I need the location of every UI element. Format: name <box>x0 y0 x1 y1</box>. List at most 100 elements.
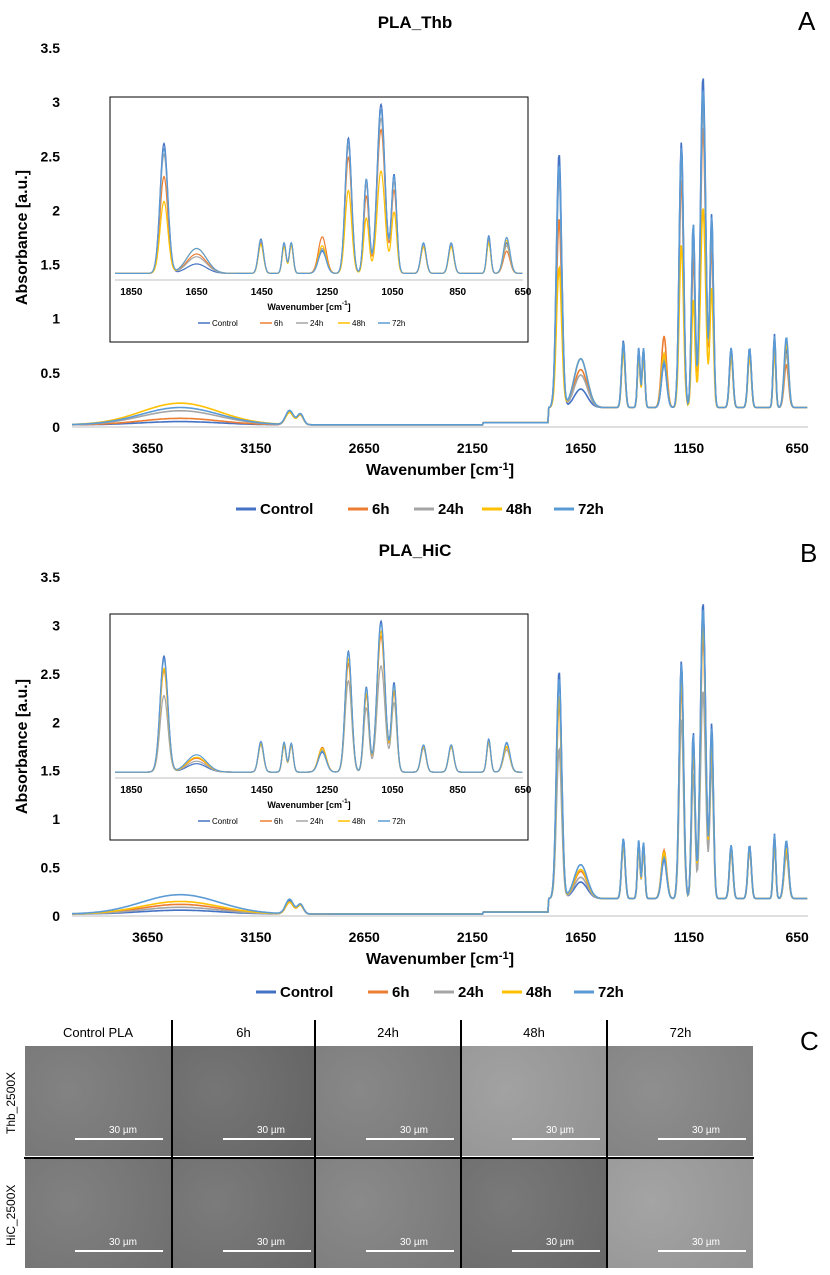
sem-image-tile: 30 µm <box>462 1046 606 1156</box>
y-tick-label: 1 <box>52 811 60 827</box>
scale-bar <box>223 1138 311 1140</box>
inset-x-tick-label: 1650 <box>185 287 208 298</box>
inset-x-tick-label: 1250 <box>316 287 339 298</box>
sem-row-label: HiC_2500X <box>4 1184 18 1246</box>
panel-letter-c: C <box>800 1026 819 1056</box>
chart-pla-hic: PLA_HiC 0 0.5 1 1.5 2 2.5 3 3.5 3650 3150 2650 2150 1… <box>14 541 809 1001</box>
inset-x-tick-label: 1850 <box>120 287 143 298</box>
inset-legend-label: 48h <box>352 817 365 826</box>
inset-legend-label: 72h <box>392 319 405 328</box>
sem-image-tile: 30 µm <box>173 1046 314 1156</box>
sem-image-tile: 30 µm <box>608 1046 753 1156</box>
y-tick-label: 0.5 <box>41 860 61 876</box>
y-tick-label: 2 <box>52 714 60 730</box>
x-tick-label: 650 <box>785 440 809 456</box>
scale-bar <box>366 1250 454 1252</box>
y-axis-title: Absorbance [a.u.] <box>14 679 31 814</box>
panel-letter-b: B <box>800 538 818 568</box>
y-tick-label: 0.5 <box>41 365 61 381</box>
inset-x-tick-label: 1850 <box>120 785 143 796</box>
legend-label-24h: 24h <box>458 984 484 1001</box>
inset-x-tick-label: 650 <box>515 785 532 796</box>
y-tick-label: 3.5 <box>41 40 61 56</box>
x-tick-label: 2650 <box>349 440 380 456</box>
inset-legend-label: 6h <box>274 817 283 826</box>
y-axis-title: Absorbance [a.u.] <box>14 170 31 305</box>
x-tick-label: 3150 <box>240 929 271 945</box>
legend-label-control: Control <box>280 984 333 1001</box>
series-line-72h <box>71 609 808 915</box>
panel-a: A PLA_Thb 0 0.5 1 1.5 2 2.5 3 3.5 3650 3150 2650 215… <box>0 0 830 520</box>
inset-legend-label: 24h <box>310 319 323 328</box>
inset-x-tick-label: 1050 <box>381 785 404 796</box>
scale-bar <box>658 1138 746 1140</box>
inset-legend-label: Control <box>212 319 238 328</box>
scale-bar-label: 30 µm <box>257 1237 285 1248</box>
scale-bar-label: 30 µm <box>546 1125 574 1136</box>
sem-column-header: 48h <box>523 1025 545 1040</box>
sem-row-label: Thb_2500X <box>4 1071 18 1134</box>
x-tick-label: 3650 <box>132 929 163 945</box>
inset-x-axis-title: Wavenumber [cm-1] <box>267 300 350 312</box>
series-line-72h <box>71 90 808 426</box>
inset-legend-label: 72h <box>392 817 405 826</box>
sem-image-tile: 30 µm <box>25 1158 171 1268</box>
legend-label-6h: 6h <box>372 501 390 518</box>
legend-label-48h: 48h <box>506 501 532 518</box>
grid-divider <box>171 1020 173 1268</box>
panel-letter-a: A <box>798 6 816 36</box>
sem-image-tile: 30 µm <box>462 1158 606 1268</box>
inset-legend-label: 24h <box>310 817 323 826</box>
inset-x-tick-label: 1050 <box>381 287 404 298</box>
sem-column-header: 6h <box>236 1025 251 1040</box>
y-tick-label: 2.5 <box>41 148 61 164</box>
chart-title: PLA_HiC <box>379 541 452 560</box>
sem-image-grid: Control PLA 6h 24h 48h 72h Thb_2500X 30 µm 30 µ… <box>4 1020 754 1268</box>
y-tick-label: 3.5 <box>41 569 61 585</box>
legend-label-24h: 24h <box>438 501 464 518</box>
y-tick-label: 1.5 <box>41 257 61 273</box>
scale-bar-label: 30 µm <box>400 1237 428 1248</box>
chart-pla-thb: PLA_Thb 0 0.5 1 1.5 2 2.5 3 3.5 3650 3150 2650 2150 1… <box>14 13 809 518</box>
inset-series-line-72h <box>115 622 523 773</box>
scale-bar <box>658 1250 746 1252</box>
inset-x-tick-label: 850 <box>449 287 466 298</box>
y-tick-label: 3 <box>52 94 60 110</box>
inset-frame <box>109 96 529 343</box>
inset-frame <box>109 613 529 841</box>
sem-image-tile: 30 µm <box>173 1158 314 1268</box>
x-tick-label: 1650 <box>565 929 596 945</box>
scale-bar-label: 30 µm <box>692 1125 720 1136</box>
y-tick-label: 2 <box>52 202 60 218</box>
x-tick-label: 650 <box>785 929 809 945</box>
scale-bar <box>512 1138 600 1140</box>
scale-bar-label: 30 µm <box>257 1125 285 1136</box>
y-tick-label: 1.5 <box>41 763 61 779</box>
legend-label-6h: 6h <box>392 984 410 1001</box>
inset-legend-label: 48h <box>352 319 365 328</box>
legend-label-72h: 72h <box>598 984 624 1001</box>
y-tick-label: 0 <box>52 908 60 924</box>
inset-x-tick-label: 1450 <box>251 287 274 298</box>
y-tick-label: 1 <box>52 311 60 327</box>
sem-image-tile: 30 µm <box>25 1046 171 1156</box>
scale-bar-label: 30 µm <box>400 1125 428 1136</box>
scale-bar <box>223 1250 311 1252</box>
sem-column-header: 24h <box>377 1025 399 1040</box>
scale-bar-label: 30 µm <box>546 1237 574 1248</box>
x-tick-label: 3650 <box>132 440 163 456</box>
inset-x-tick-label: 1650 <box>185 785 208 796</box>
inset-legend-label: 6h <box>274 319 283 328</box>
scale-bar-label: 30 µm <box>109 1125 137 1136</box>
sem-image-tile: 30 µm <box>608 1158 753 1268</box>
grid-divider <box>24 1157 754 1159</box>
x-tick-label: 1150 <box>674 440 705 456</box>
grid-divider <box>460 1020 462 1268</box>
y-tick-label: 0 <box>52 419 60 435</box>
sem-image-tile: 30 µm <box>316 1158 460 1268</box>
x-axis-title: Wavenumber [cm-1] <box>366 950 514 968</box>
scale-bar <box>75 1138 163 1140</box>
x-tick-label: 1150 <box>674 929 705 945</box>
chart-title: PLA_Thb <box>378 13 453 32</box>
y-tick-label: 3 <box>52 617 60 633</box>
